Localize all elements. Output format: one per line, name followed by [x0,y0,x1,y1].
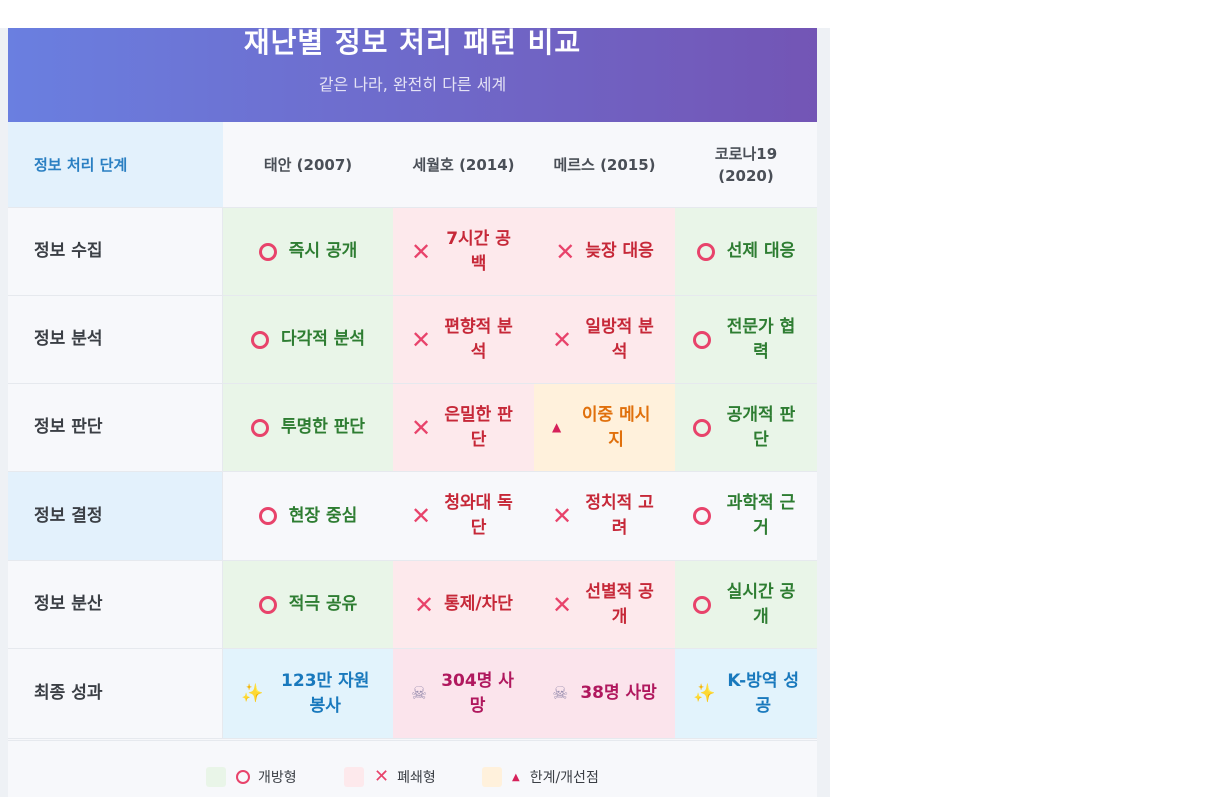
table-cell: ▲ 이중 메시지 [534,384,675,472]
table-cell: 과학적 근거 [675,472,817,561]
x-mark-icon: ✕ [411,502,432,530]
table-cell: ✕ 일방적 분석 [534,296,675,384]
x-mark-icon: ✕ [411,413,432,442]
table-cell: 선제 대응 [675,208,817,296]
row-label-analyze: 정보 분석 [8,296,223,384]
circle-o-icon [258,242,277,261]
legend [8,740,817,797]
table-cell: ☠ 38명 사망 [534,649,675,739]
legend-item-closed: ✕ 폐쇄형 [344,766,436,788]
table-cell: ✕ 7시간 공백 [393,208,534,296]
row-label-judge: 정보 판단 [8,384,223,472]
sparkles-icon: ✨ [693,683,716,704]
circle-o-icon [693,595,711,614]
page-frame: 재난별 정보 처리 패턴 비교 같은 나라, 완전히 다른 세계 정보 처리 단… [0,28,830,797]
x-mark-icon: ✕ [414,590,435,619]
x-mark-icon: ✕ [552,590,573,619]
legend-swatch-limit [482,767,502,787]
x-mark-icon: ✕ [411,325,432,354]
x-mark-icon: ✕ [552,502,573,530]
table-cell: 전문가 협력 [675,296,817,384]
table-cell: ✕ 편향적 분석 [393,296,534,384]
triangle-icon: ▲ [552,420,562,434]
row-label-distribute: 정보 분산 [8,561,223,649]
circle-o-icon [258,595,277,614]
x-mark-icon: ✕ [374,766,390,787]
legend-label-open: 개방형 [258,770,297,786]
table-cell: 다각적 분석 [223,296,393,384]
table-cell: 투명한 판단 [223,384,393,472]
x-mark-icon: ✕ [411,237,432,266]
table-cell: ✕ 정치적 고려 [534,472,675,561]
circle-o-icon [693,330,711,349]
table-cell: ✨ K-방역 성공 [675,649,817,739]
circle-o-icon [693,507,711,525]
circle-o-icon [250,418,269,437]
legend-swatch-closed [344,767,364,787]
circle-o-icon [696,242,715,261]
legend-label-closed: 폐쇄형 [397,770,436,786]
row-label-outcome: 최종 성과 [8,649,223,739]
legend-label-limit: 한계/개선점 [529,770,599,786]
column-header-sewol: 세월호 (2014) [393,122,534,208]
circle-o-icon [236,770,250,784]
table-cell: ✨ 123만 자원봉사 [223,649,393,739]
comparison-card: 재난별 정보 처리 패턴 비교 같은 나라, 완전히 다른 세계 정보 처리 단… [8,28,817,797]
column-header-covid: 코로나19 (2020) [675,122,817,208]
legend-item-limit: ▲ 한계/개선점 [482,766,599,788]
legend-swatch-open [206,767,226,787]
comparison-table: 정보 처리 단계 태안 (2007) 세월호 (2014) 메르스 (2015)… [8,122,817,739]
header-banner: 재난별 정보 처리 패턴 비교 같은 나라, 완전히 다른 세계 [8,28,817,122]
circle-o-icon [250,330,269,349]
sparkles-icon: ✨ [241,683,264,704]
table-cell: 실시간 공개 [675,561,817,649]
legend-item-open: 개방형 [206,766,297,788]
circle-o-icon [693,418,711,437]
table-cell: ✕ 청와대 독단 [393,472,534,561]
table-cell: 공개적 판단 [675,384,817,472]
page-subtitle: 같은 나라, 완전히 다른 세계 [318,75,507,94]
row-label-decide: 정보 결정 [8,472,223,561]
table-cell: ✕ 선별적 공개 [534,561,675,649]
skull-icon: ☠ [411,683,428,704]
row-label-collect: 정보 수집 [8,208,223,296]
column-header-taean: 태안 (2007) [223,122,393,208]
x-mark-icon: ✕ [552,325,573,354]
corner-header: 정보 처리 단계 [8,122,223,208]
column-header-mers: 메르스 (2015) [534,122,675,208]
table-cell: 즉시 공개 [223,208,393,296]
skull-icon: ☠ [552,683,569,704]
x-mark-icon: ✕ [555,237,576,266]
triangle-icon: ▲ [512,771,520,783]
table-cell: 적극 공유 [223,561,393,649]
table-cell: ✕ 은밀한 판단 [393,384,534,472]
page-title: 재난별 정보 처리 패턴 비교 [243,28,582,59]
table-cell: 현장 중심 [223,472,393,561]
table-cell: ☠ 304명 사망 [393,649,534,739]
table-cell: ✕ 통제/차단 [393,561,534,649]
circle-o-icon [258,507,277,525]
table-cell: ✕ 늦장 대응 [534,208,675,296]
